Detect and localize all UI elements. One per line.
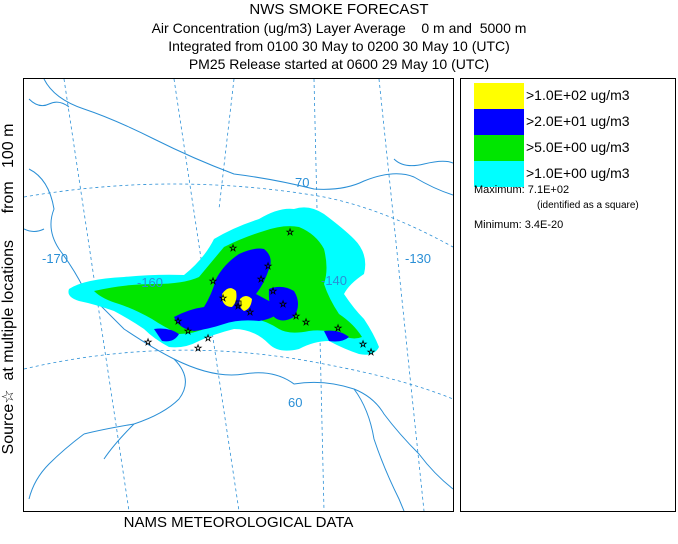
minimum-value: Minimum: 3.4E-20 xyxy=(474,219,564,231)
source-star-icon: ☆ xyxy=(209,276,217,286)
source-star-icon: ☆ xyxy=(257,274,265,284)
legend-item: >2.0E+01 ug/m3 xyxy=(474,109,674,135)
legend-swatch xyxy=(474,135,524,161)
maximum-value: Maximum: 7.1E+02 xyxy=(474,184,570,196)
source-markers: ☆ ☆ ☆ ☆ ☆ ☆ ☆ ☆ ☆ ☆ ☆ ☆ ☆ ☆ ☆ ☆ ☆ ☆ ☆ ☆ xyxy=(144,227,376,358)
source-star-icon: ☆ xyxy=(219,293,227,303)
legend-swatch xyxy=(474,109,524,135)
source-star-icon: ☆ xyxy=(246,307,254,317)
legend: >1.0E+02 ug/m3 >2.0E+01 ug/m3 >5.0E+00 u… xyxy=(460,78,676,512)
source-star-icon: ☆ xyxy=(334,323,342,333)
meteorological-data-label: NAMS METEOROLOGICAL DATA xyxy=(123,514,354,531)
source-star-icon: ☆ xyxy=(229,243,237,253)
source-star-icon: ☆ xyxy=(367,347,375,357)
smoke-map: ☆ ☆ ☆ ☆ ☆ ☆ ☆ ☆ ☆ ☆ ☆ ☆ ☆ ☆ ☆ ☆ ☆ ☆ ☆ ☆ … xyxy=(23,78,454,512)
chukotka-coast xyxy=(28,98,70,108)
lon-170-label: -170 xyxy=(42,251,68,266)
source-star-icon: ☆ xyxy=(194,343,202,353)
lon-140-label: -140 xyxy=(321,273,347,288)
lon-130-label: -130 xyxy=(405,251,431,266)
integration-period: Integrated from 0100 30 May to 0200 30 M… xyxy=(168,38,510,54)
lon-160-label: -160 xyxy=(137,275,163,290)
coastlines xyxy=(24,79,453,511)
source-star-icon: ☆ xyxy=(292,311,300,321)
legend-label: >2.0E+01 ug/m3 xyxy=(526,113,630,129)
plume-level-20d xyxy=(154,328,179,342)
maximum-note: (identified as a square) xyxy=(537,200,639,211)
legend-swatch xyxy=(474,83,524,109)
source-star-icon: ☆ xyxy=(0,389,17,404)
lon-130-line xyxy=(378,79,425,511)
legend-swatch xyxy=(474,161,524,187)
legend-item: >5.0E+00 ug/m3 xyxy=(474,135,674,161)
source-star-icon: ☆ xyxy=(279,299,287,309)
source-star-icon: ☆ xyxy=(204,333,212,343)
legend-label: >5.0E+00 ug/m3 xyxy=(526,139,630,155)
legend-item: >1.0E+02 ug/m3 xyxy=(474,83,674,109)
gulf-coast xyxy=(173,358,453,490)
plume-level-100b xyxy=(239,296,252,311)
source-label: Source xyxy=(0,403,17,455)
legend-label: >1.0E+02 ug/m3 xyxy=(526,87,630,103)
forecast-title: NWS SMOKE FORECAST xyxy=(249,1,429,18)
plume-level-100 xyxy=(222,288,237,307)
kodiak-coast xyxy=(103,423,135,460)
beaufort-islands xyxy=(393,158,453,167)
arctic-coast xyxy=(43,79,453,196)
stlawrence-island xyxy=(24,228,45,232)
maximum-square-icon xyxy=(235,300,242,307)
legend-label: >1.0E+00 ug/m3 xyxy=(526,165,630,181)
source-side-label: Source☆ at multiple locations from 100 m xyxy=(0,34,20,544)
map-canvas: ☆ ☆ ☆ ☆ ☆ ☆ ☆ ☆ ☆ ☆ ☆ ☆ ☆ ☆ ☆ ☆ ☆ ☆ ☆ ☆ … xyxy=(24,79,453,511)
smoke-plume xyxy=(68,207,379,355)
source-star-icon: ☆ xyxy=(269,286,277,296)
peninsula-coast xyxy=(28,433,85,500)
lat-70-line xyxy=(24,183,453,248)
lat-70-label: 70 xyxy=(295,175,309,190)
release-info: PM25 Release started at 0600 29 May 10 (… xyxy=(188,56,490,72)
west-coast xyxy=(28,168,186,435)
source-star-icon: ☆ xyxy=(184,326,192,336)
graticule-labels: -170 -160 -140 -130 70 60 xyxy=(42,175,431,410)
panhandle-coast xyxy=(353,388,405,511)
lat-60-line xyxy=(24,349,453,400)
source-star-icon: ☆ xyxy=(286,227,294,237)
source-star-icon: ☆ xyxy=(264,261,272,271)
source-star-icon: ☆ xyxy=(302,317,310,327)
concentration-subtitle: Air Concentration (ug/m3) Layer Average … xyxy=(151,20,527,36)
lon-150-line xyxy=(218,79,235,210)
source-star-icon: ☆ xyxy=(144,337,152,347)
source-location-label: at multiple locations from 100 m xyxy=(0,123,17,390)
legend-item: >1.0E+00 ug/m3 xyxy=(474,161,674,187)
plume-level-20b xyxy=(268,286,298,321)
lat-60-label: 60 xyxy=(288,395,302,410)
source-star-icon: ☆ xyxy=(174,316,182,326)
source-star-icon: ☆ xyxy=(234,301,242,311)
plume-level-20c xyxy=(324,330,349,342)
source-star-icon: ☆ xyxy=(359,339,367,349)
